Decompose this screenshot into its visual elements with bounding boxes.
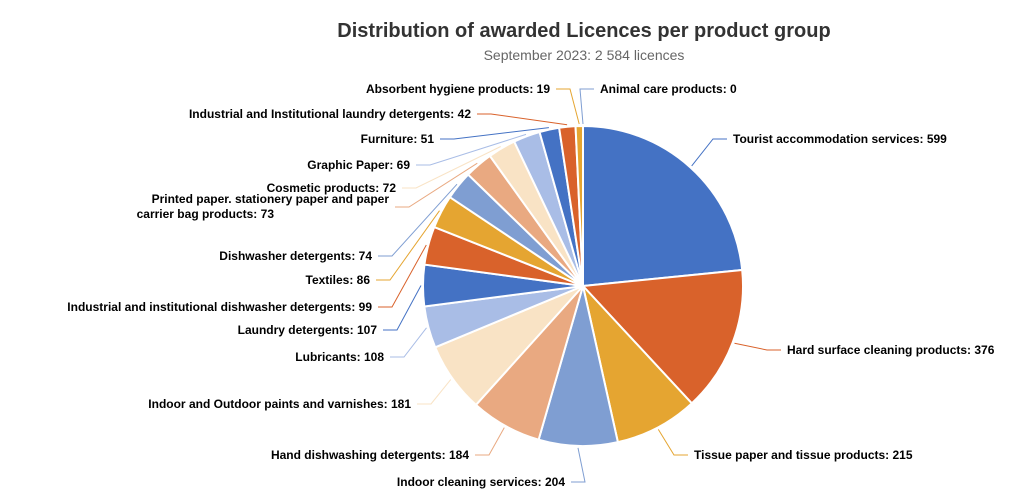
slice-label: Industrial and institutional dishwasher … <box>67 300 372 314</box>
slice-label: Tourist accommodation services: 599 <box>733 132 947 146</box>
leader-line <box>579 88 594 125</box>
chart-title: Distribution of awarded Licences per pro… <box>337 20 830 42</box>
pie-slice[interactable] <box>574 124 584 287</box>
pie-slice[interactable] <box>580 268 744 405</box>
chart-subtitle: September 2023: 2 584 licences <box>484 47 685 63</box>
leader-line <box>383 285 422 331</box>
leader-line <box>556 88 580 125</box>
slice-label: Indoor and Outdoor paints and varnishes:… <box>148 397 411 411</box>
slice-label: Absorbent hygiene products: 19 <box>366 82 550 96</box>
slice-label: Laundry detergents: 107 <box>238 323 378 337</box>
slice-label: Tissue paper and tissue products: 215 <box>694 448 913 462</box>
leader-line <box>657 429 688 456</box>
leader-line <box>402 146 501 189</box>
leader-line <box>390 327 427 358</box>
slice-label: Printed paper. stationery paper and pape… <box>137 192 390 221</box>
pie-slice[interactable] <box>582 124 744 288</box>
slice-label: Furniture: 51 <box>361 132 435 146</box>
leader-line <box>475 427 505 456</box>
slice-label: Graphic Paper: 69 <box>307 158 410 172</box>
slice-label: Textiles: 86 <box>306 273 371 287</box>
slice-label: Indoor cleaning services: 204 <box>397 475 565 489</box>
slice-label: Cosmetic products: 72 <box>267 181 397 195</box>
leader-line <box>376 210 440 281</box>
leader-line <box>477 113 568 126</box>
slice-label: Dishwasher detergents: 74 <box>219 249 372 263</box>
slice-label: Industrial and Institutional laundry det… <box>189 107 471 121</box>
slice-label: Lubricants: 108 <box>295 350 384 364</box>
leader-line <box>734 342 781 351</box>
leader-line <box>395 162 478 208</box>
leader-lines <box>376 88 781 483</box>
slice-label: Animal care products: 0 <box>600 82 737 96</box>
pie-slice[interactable] <box>581 282 694 444</box>
leader-line <box>378 244 427 308</box>
leader-line <box>440 127 549 140</box>
leader-line <box>417 379 452 405</box>
leader-line <box>691 138 727 167</box>
leader-line <box>378 183 458 257</box>
leader-line <box>416 133 527 166</box>
leader-line <box>571 447 586 483</box>
slice-label: Hard surface cleaning products: 376 <box>787 343 995 357</box>
slice-label: Hand dishwashing detergents: 184 <box>271 448 469 462</box>
pie-slices <box>421 124 744 447</box>
slice-labels: Tourist accommodation services: 599 Hard … <box>67 82 994 489</box>
